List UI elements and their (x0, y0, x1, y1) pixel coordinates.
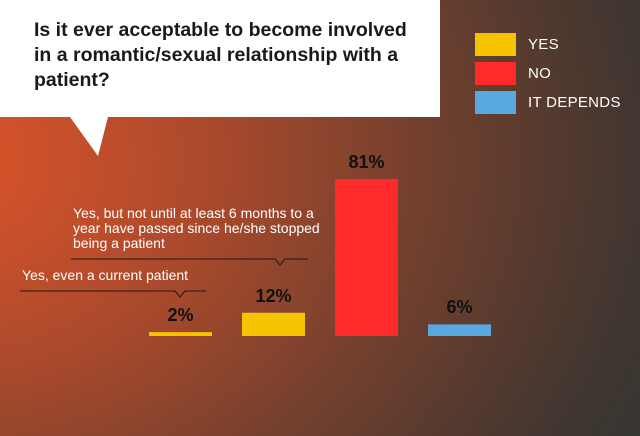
annotation-0: Yes, even a current patient (22, 267, 189, 283)
legend-swatch-2 (475, 91, 516, 114)
legend-swatch-1 (475, 62, 516, 85)
bar-value-label-1: 12% (255, 285, 292, 306)
annotation-leader-1 (71, 258, 308, 266)
annotation-leader-0 (20, 290, 206, 298)
bar-2 (335, 179, 398, 336)
bar-1 (242, 312, 305, 336)
legend-label-0: YES (528, 36, 559, 53)
annotation-1: Yes, but not until at least 6 months to … (73, 205, 320, 251)
bar-value-label-3: 6% (446, 297, 473, 318)
speech-bubble (0, 0, 440, 156)
legend-swatch-0 (475, 33, 516, 56)
bar-value-label-0: 2% (167, 305, 194, 326)
bar-value-label-2: 81% (348, 152, 385, 172)
legend-label-1: NO (528, 65, 552, 82)
legend-label-2: IT DEPENDS (528, 94, 621, 111)
bar-3 (428, 324, 491, 336)
bar-0 (149, 332, 212, 336)
chart-title: Is it ever acceptable to become involved… (34, 19, 407, 91)
